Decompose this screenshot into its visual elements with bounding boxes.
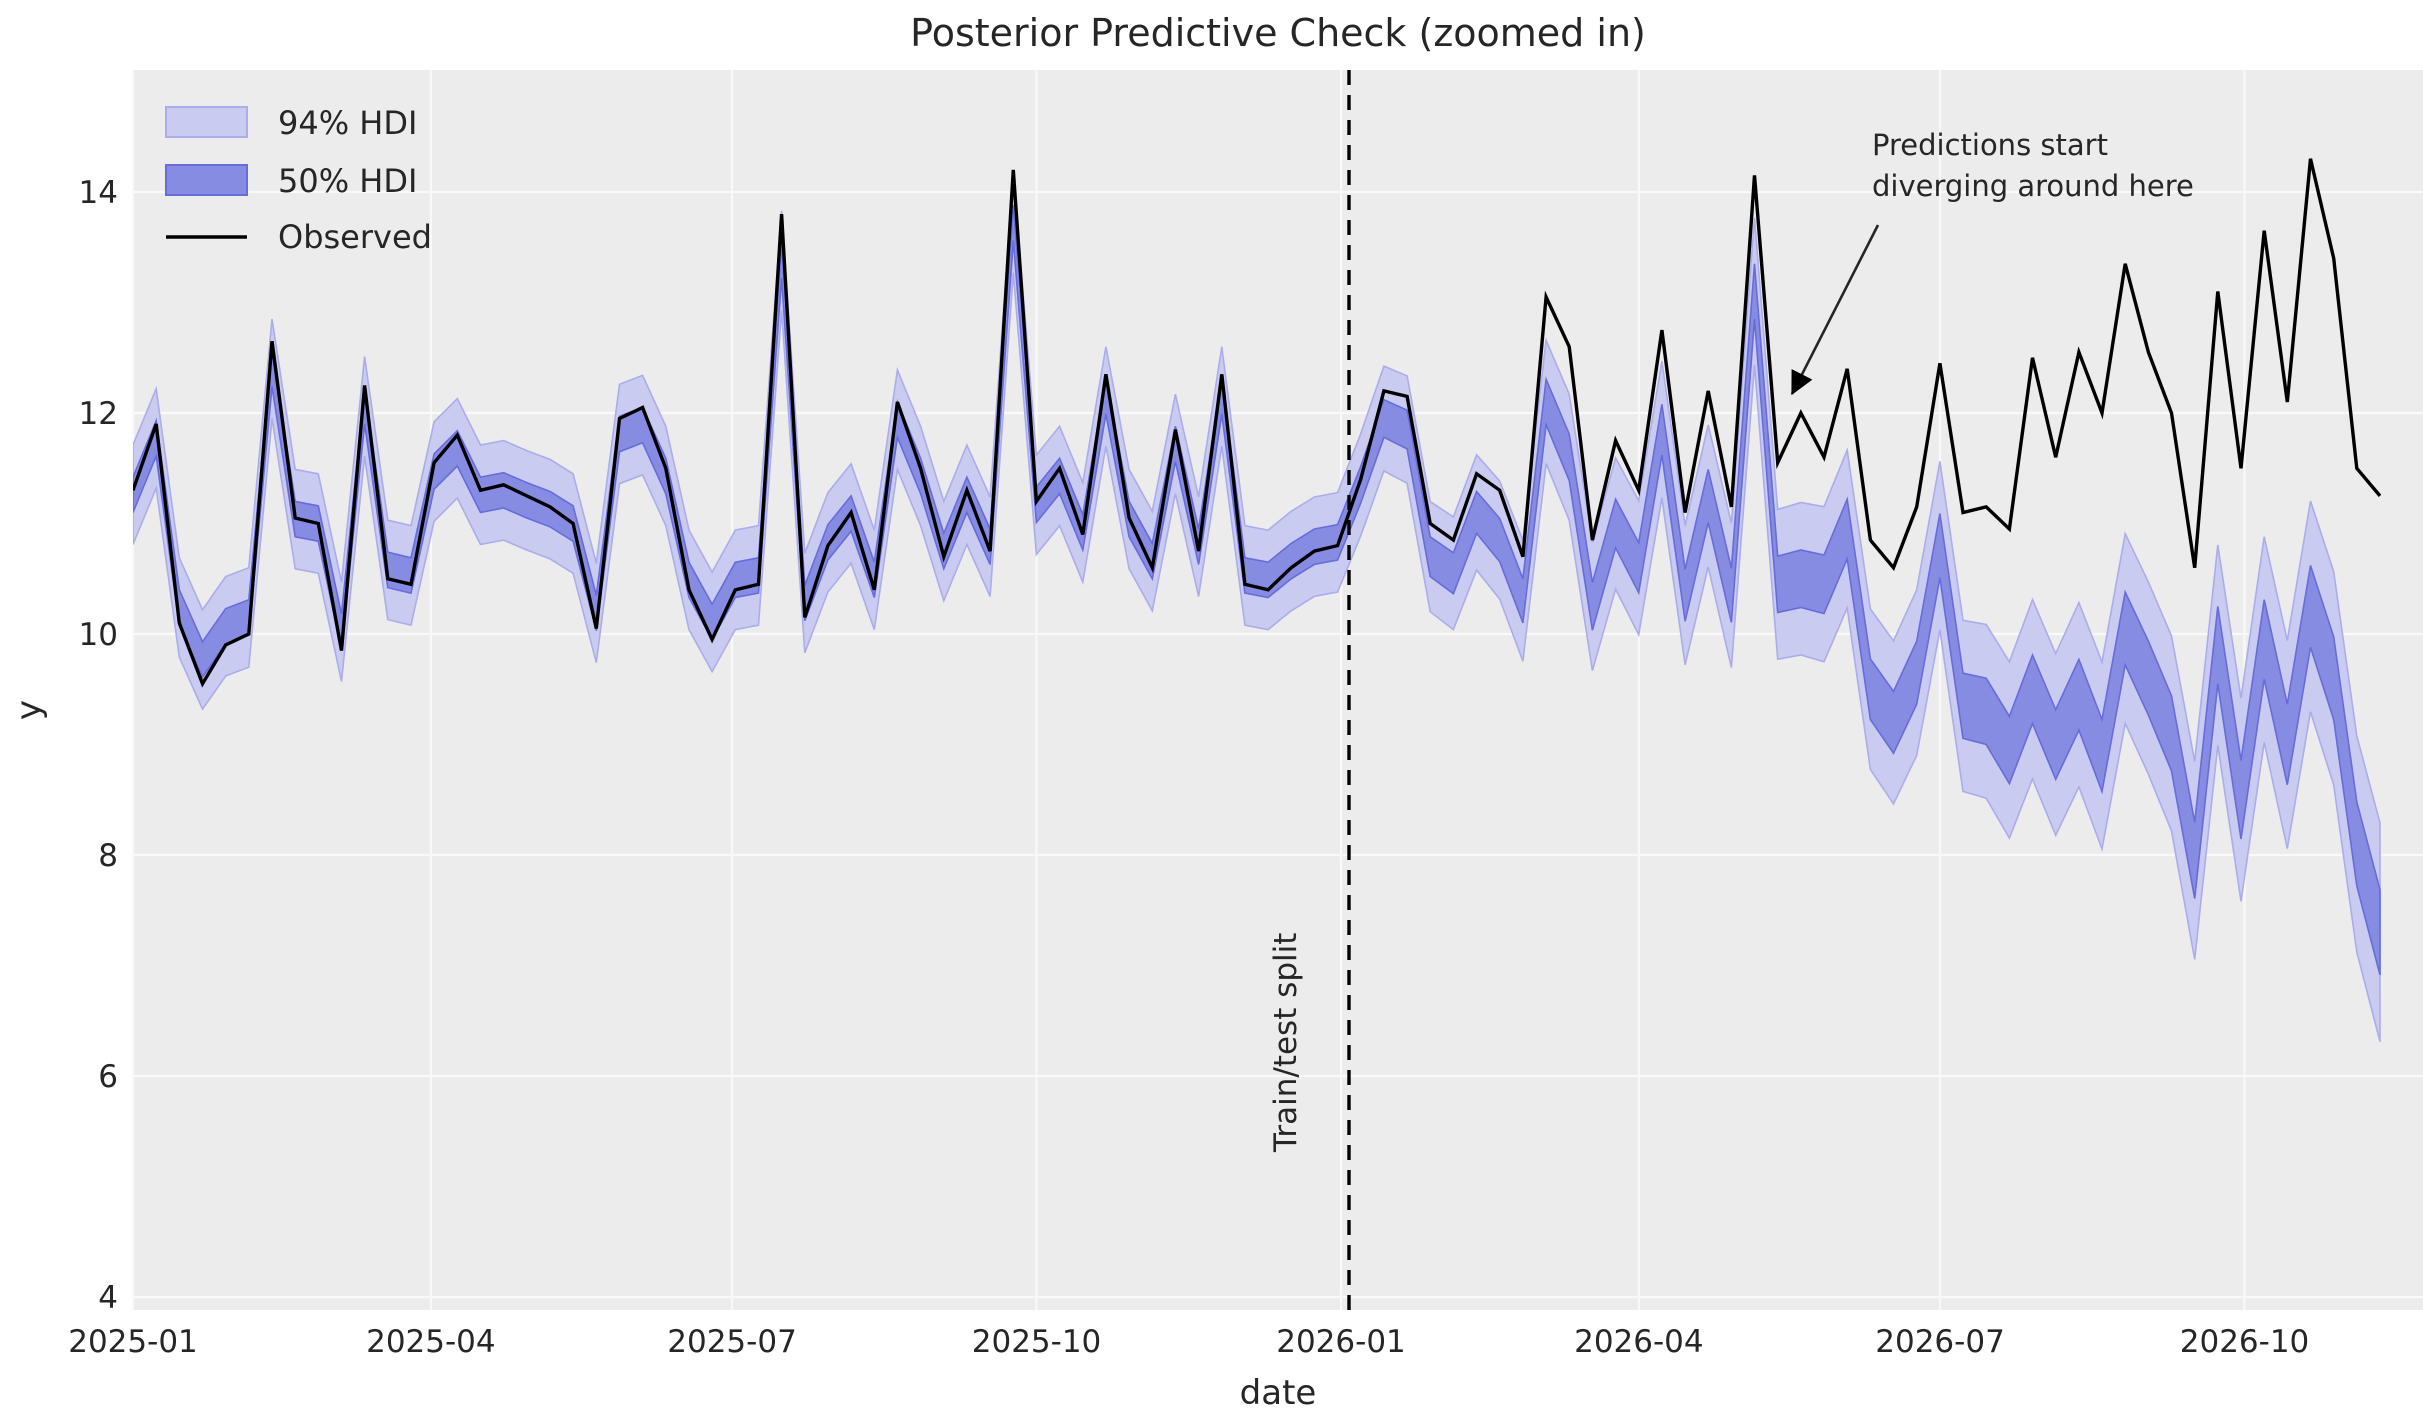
y-tick-label: 8 <box>98 838 118 874</box>
legend: 94% HDI 50% HDI Observed <box>165 104 432 256</box>
x-tick-label: 2025-01 <box>68 1324 198 1360</box>
x-tick-label: 2025-04 <box>366 1324 496 1360</box>
y-tick-label: 14 <box>79 175 118 211</box>
x-tick-label: 2025-07 <box>667 1324 797 1360</box>
gridlines <box>131 70 2423 1310</box>
y-tick-label: 12 <box>79 396 118 432</box>
x-tick-label: 2025-10 <box>972 1324 1102 1360</box>
annotation-line-2: diverging around here <box>1872 169 2194 203</box>
y-tick-label: 6 <box>98 1059 118 1095</box>
x-tick-label: 2026-07 <box>1875 1324 2005 1360</box>
train-test-split-label: Train/test split <box>1268 933 1304 1153</box>
y-tick-labels: 14 12 10 8 6 4 <box>79 175 118 1316</box>
hdi50-legend-label: 50% HDI <box>278 162 417 200</box>
observed-legend-label: Observed <box>278 218 432 256</box>
annotation-arrow <box>1790 224 1880 396</box>
y-tick-label: 4 <box>98 1280 118 1316</box>
x-tick-labels: 2025-01 2025-04 2025-07 2025-10 2026-01 2026-… <box>68 1324 2309 1360</box>
x-tick-label: 2026-10 <box>2180 1324 2310 1360</box>
y-tick-label: 10 <box>79 617 118 653</box>
x-axis-label: date <box>1240 1373 1317 1413</box>
y-axis-label: y <box>9 700 49 720</box>
observed-line <box>133 158 2382 688</box>
hdi94-swatch <box>165 106 248 138</box>
hdi94-legend-label: 94% HDI <box>278 104 417 142</box>
hdi94-band <box>133 173 2381 1042</box>
annotation-line-1: Predictions start <box>1872 128 2108 162</box>
data-series <box>133 158 2382 1042</box>
hdi50-swatch <box>165 164 248 196</box>
x-tick-label: 2026-04 <box>1574 1324 1704 1360</box>
chart-title: Posterior Predictive Check (zoomed in) <box>910 11 1646 55</box>
annotation: Predictions start diverging around here <box>1790 128 2194 396</box>
x-tick-label: 2026-01 <box>1276 1324 1406 1360</box>
